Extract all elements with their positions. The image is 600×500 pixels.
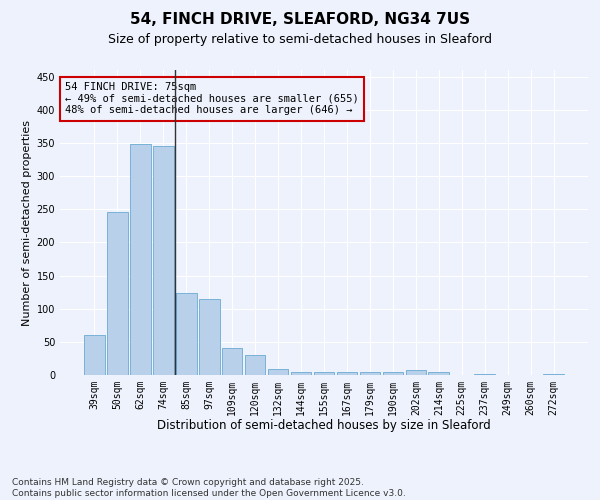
Bar bbox=[84, 335, 104, 375]
Bar bbox=[383, 372, 403, 375]
Bar bbox=[268, 369, 289, 375]
Text: Size of property relative to semi-detached houses in Sleaford: Size of property relative to semi-detach… bbox=[108, 32, 492, 46]
Bar bbox=[359, 372, 380, 375]
Text: 54 FINCH DRIVE: 75sqm
← 49% of semi-detached houses are smaller (655)
48% of sem: 54 FINCH DRIVE: 75sqm ← 49% of semi-deta… bbox=[65, 82, 359, 116]
Y-axis label: Number of semi-detached properties: Number of semi-detached properties bbox=[22, 120, 32, 326]
Text: 54, FINCH DRIVE, SLEAFORD, NG34 7US: 54, FINCH DRIVE, SLEAFORD, NG34 7US bbox=[130, 12, 470, 28]
Bar bbox=[153, 146, 173, 375]
Bar bbox=[199, 298, 220, 375]
Bar bbox=[222, 348, 242, 375]
Bar bbox=[428, 372, 449, 375]
Bar bbox=[406, 370, 426, 375]
Bar bbox=[314, 372, 334, 375]
Bar bbox=[176, 294, 197, 375]
Bar bbox=[245, 355, 265, 375]
Bar bbox=[130, 144, 151, 375]
X-axis label: Distribution of semi-detached houses by size in Sleaford: Distribution of semi-detached houses by … bbox=[157, 420, 491, 432]
Bar bbox=[107, 212, 128, 375]
Text: Contains HM Land Registry data © Crown copyright and database right 2025.
Contai: Contains HM Land Registry data © Crown c… bbox=[12, 478, 406, 498]
Bar bbox=[290, 372, 311, 375]
Bar bbox=[337, 372, 358, 375]
Bar bbox=[544, 374, 564, 375]
Bar bbox=[475, 374, 495, 375]
